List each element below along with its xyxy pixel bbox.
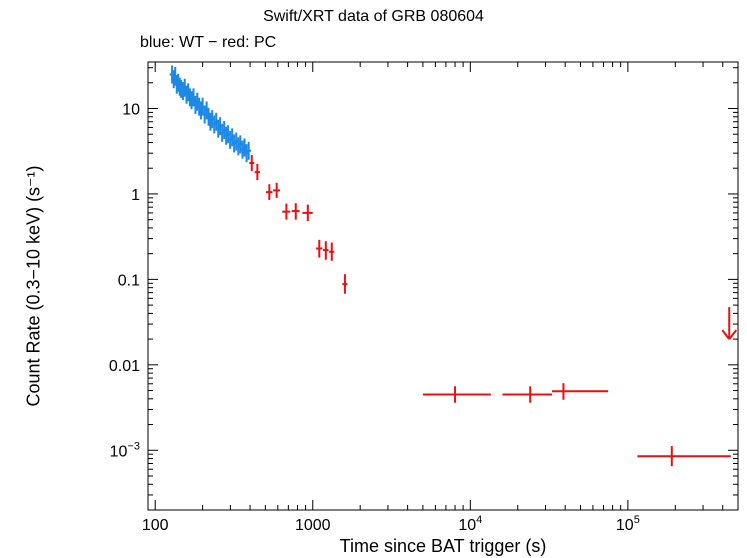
x-tick-label: 105 (616, 514, 640, 534)
x-tick-label: 100 (142, 517, 169, 534)
pc-data-point (637, 446, 731, 467)
y-tick-label: 0.1 (118, 272, 140, 289)
pc-data-point (342, 274, 348, 294)
series-pc (249, 155, 738, 467)
y-tick-label: 1 (131, 187, 140, 204)
y-tick-label: 0.01 (109, 358, 140, 375)
pc-data-point (502, 386, 553, 403)
pc-data-point (266, 184, 273, 200)
pc-data-point (254, 163, 260, 181)
y-tick-label: 10−3 (110, 440, 140, 460)
axis-ticks (147, 62, 739, 511)
x-axis-label: Time since BAT trigger (s) (339, 536, 547, 556)
pc-data-point (329, 242, 335, 261)
pc-data-point (422, 386, 491, 403)
pc-data-point (302, 204, 313, 222)
x-tick-label: 1000 (295, 517, 331, 534)
plot-frame (147, 61, 739, 511)
pc-data-point (291, 203, 300, 220)
pc-data-point (282, 203, 291, 220)
series-wt (169, 65, 252, 163)
pc-data-point (273, 182, 281, 198)
chart-subtitle: blue: WT − red: PC (140, 34, 277, 51)
chart-title: Swift/XRT data of GRB 080604 (263, 8, 484, 25)
pc-upper-limit-arrow (721, 307, 738, 340)
wt-data-point (246, 141, 252, 160)
pc-data-point (249, 155, 255, 172)
y-tick-label: 10 (122, 101, 140, 118)
pc-data-point (316, 239, 323, 258)
x-tick-label: 104 (458, 514, 482, 534)
axis-tick-labels: 100 1000 104 105 10 1 0.1 0.01 10−3 (109, 101, 640, 534)
pc-data-point (552, 383, 609, 400)
pc-data-point (322, 241, 329, 260)
